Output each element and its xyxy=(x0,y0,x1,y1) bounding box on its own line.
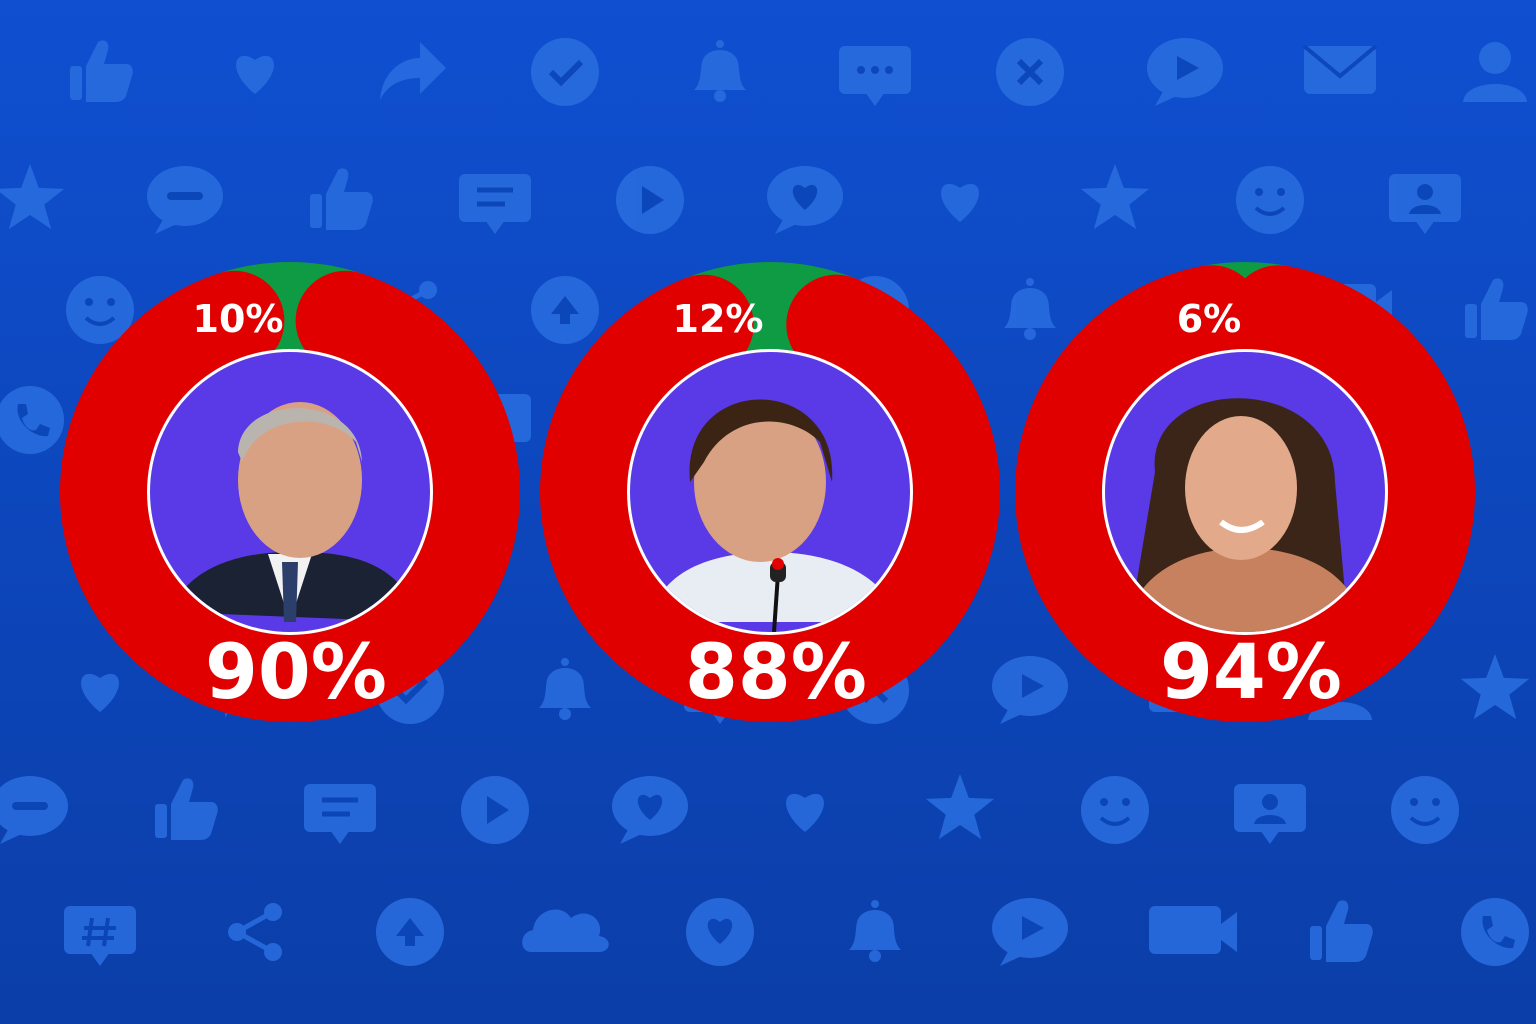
thumbs-up-icon xyxy=(155,778,218,840)
smile-icon xyxy=(1081,776,1149,844)
slice-negative xyxy=(1014,266,1475,722)
share-nodes-icon xyxy=(228,903,282,961)
donut-chart-1: 10% 90% xyxy=(59,261,520,722)
slice-negative xyxy=(59,273,520,722)
share-arrow-icon xyxy=(380,42,446,100)
heart-icon xyxy=(786,793,824,832)
bell-icon xyxy=(1004,278,1056,340)
positive-percent-label: 6% xyxy=(1177,297,1242,341)
star-icon xyxy=(1460,654,1530,720)
upload-circle-icon xyxy=(376,898,444,966)
play-circle-icon xyxy=(461,776,529,844)
slice-negative xyxy=(540,278,1000,722)
thumbs-up-icon xyxy=(1310,900,1373,962)
donut-charts: 10% 90% 12% 88% 6% 94% xyxy=(59,261,1475,722)
slice-negative-cap xyxy=(786,274,887,375)
slice-negative-cap xyxy=(653,274,754,375)
star-icon xyxy=(0,164,65,230)
thumbs-up-icon xyxy=(310,168,373,230)
heart-icon xyxy=(81,673,119,712)
hashtag-bubble-icon xyxy=(64,906,136,966)
contact-card-icon xyxy=(1389,174,1461,234)
slice-negative-cap xyxy=(295,270,396,371)
video-camera-icon xyxy=(1149,906,1237,954)
check-circle-icon xyxy=(531,38,599,106)
smile-icon xyxy=(1236,166,1304,234)
comment-icon xyxy=(147,166,223,234)
donut-chart-3: 6% 94% xyxy=(1014,262,1475,722)
upload-circle-icon xyxy=(531,276,599,344)
play-bubble-icon xyxy=(992,898,1068,966)
phone-icon xyxy=(1461,898,1529,966)
negative-percent-label: 94% xyxy=(1160,627,1342,716)
portrait-smiling-woman xyxy=(1105,352,1385,632)
play-circle-icon xyxy=(616,166,684,234)
user-icon xyxy=(1463,42,1527,102)
heart-icon xyxy=(941,183,979,222)
message-lines-icon xyxy=(304,784,376,844)
smile-icon xyxy=(66,276,134,344)
heart-bubble-icon xyxy=(767,166,843,234)
close-circle-icon xyxy=(996,38,1064,106)
donut-chart-2: 12% 88% xyxy=(540,262,1000,722)
slice-negative-cap xyxy=(184,270,285,371)
slice-negative-cap xyxy=(1161,265,1262,366)
heart-bubble-icon xyxy=(612,776,688,844)
cloud-icon xyxy=(522,909,609,952)
contact-card-icon xyxy=(1234,784,1306,844)
star-icon xyxy=(925,774,995,840)
portrait-man-speaking-at-microphone xyxy=(630,352,910,632)
chat-dots-icon xyxy=(839,46,911,106)
bell-icon xyxy=(849,900,901,962)
negative-percent-label: 88% xyxy=(685,627,867,716)
positive-percent-label: 12% xyxy=(673,297,764,341)
portrait-older-man-in-suit xyxy=(150,352,430,632)
heart-circle-icon xyxy=(686,898,754,966)
smile-icon xyxy=(1391,776,1459,844)
play-bubble-icon xyxy=(1147,38,1223,106)
phone-icon xyxy=(0,386,64,454)
bell-icon xyxy=(694,40,746,102)
mail-icon xyxy=(1302,44,1378,94)
thumbs-up-icon xyxy=(70,40,133,103)
message-lines-icon xyxy=(459,174,531,234)
comment-icon xyxy=(0,776,68,844)
negative-percent-label: 90% xyxy=(205,627,387,716)
bell-icon xyxy=(539,658,591,720)
thumbs-up-icon xyxy=(1465,278,1528,340)
star-icon xyxy=(1080,164,1150,230)
heart-icon xyxy=(236,55,274,94)
positive-percent-label: 10% xyxy=(193,297,284,341)
play-bubble-icon xyxy=(992,656,1068,724)
